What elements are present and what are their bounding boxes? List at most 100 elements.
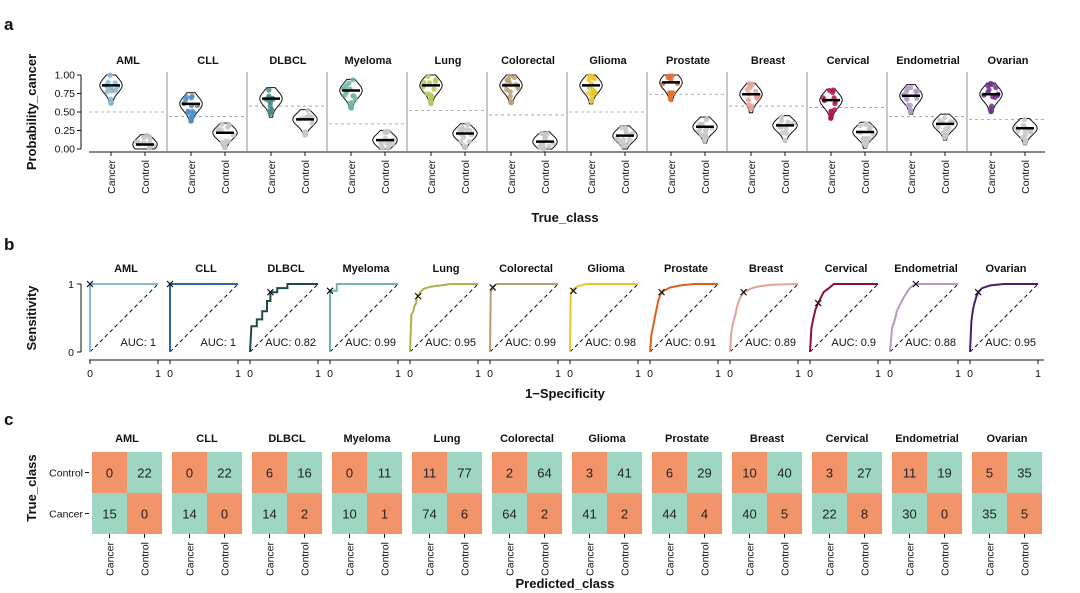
c-cell-value: 22: [217, 466, 231, 481]
c-cell: [172, 493, 207, 534]
b-threshold-marker: [489, 283, 497, 291]
a-x-tick-label: Control: [300, 160, 312, 194]
b-auc-label: AUC: 0.9: [831, 337, 876, 349]
b-threshold-marker: [974, 288, 982, 296]
a-control-violin-point: [225, 124, 231, 130]
c-cell-value: 35: [1017, 466, 1031, 481]
a-x-tick-label: Control: [780, 160, 792, 194]
b-threshold-marker: [166, 280, 174, 288]
b-x-tick-label: 0: [87, 368, 93, 380]
a-panel-colorectal: Colorectal Cancer Control: [486, 55, 565, 194]
c-y-tick-label: Control: [49, 468, 83, 480]
a-panel-cervical: Cervical Cancer Control: [806, 55, 885, 194]
b-x-tick-label: 0: [647, 368, 653, 380]
b-panel-breast: Breast AUC: 0.89 0 1: [727, 263, 801, 380]
a-cancer-violin-point: [112, 88, 118, 94]
c-cell-value: 11: [378, 466, 392, 481]
a-x-tick-label: Cancer: [586, 160, 598, 194]
a-x-tick-label: Control: [460, 160, 472, 194]
a-cancer-violin-point: [747, 84, 754, 90]
c-cell: [847, 493, 882, 534]
a-control-violin-point: [701, 138, 708, 144]
a-y-tick-label: 0.00: [55, 144, 76, 156]
c-x-tick-label: Control: [700, 542, 712, 576]
b-threshold-marker: [912, 280, 920, 288]
c-panel-colorectal: Colorectal 2 64 64 2 Cancer Control: [492, 433, 562, 576]
a-x-axis-label: True_class: [531, 210, 598, 225]
a-control-violin-point: [133, 139, 140, 145]
c-x-tick-label: Cancer: [505, 542, 517, 576]
c-cell: [127, 493, 162, 534]
b-x-tick-label: 1: [875, 368, 881, 380]
a-control-violin-point: [230, 132, 237, 138]
c-panel-title: Endometrial: [895, 433, 959, 445]
a-cancer-violin-point: [587, 73, 593, 79]
c-x-tick-label: Cancer: [425, 542, 437, 576]
a-y-tick-label: 0.25: [55, 125, 76, 137]
b-panel-title: Lung: [433, 263, 460, 275]
c-cell-value: 4: [701, 507, 708, 522]
c-cell-value: 41: [582, 507, 596, 522]
a-cancer-violin-point: [507, 93, 513, 99]
c-x-tick-label: Cancer: [745, 542, 757, 576]
c-cell: [287, 493, 322, 534]
c-cell: [207, 452, 242, 493]
a-control-violin-point: [779, 118, 785, 124]
a-control-violin-point: [943, 132, 949, 138]
b-panel-title: AML: [114, 263, 138, 275]
c-cell: [652, 493, 687, 534]
c-x-tick-label: Cancer: [185, 542, 197, 576]
c-x-tick-label: Control: [380, 542, 392, 576]
a-y-axis-label: Probability_cancer: [24, 54, 39, 170]
c-cell-value: 6: [666, 466, 673, 481]
b-roc-curve: [329, 283, 398, 352]
b-panel-title: Prostate: [664, 263, 708, 275]
c-panel-title: Glioma: [588, 433, 626, 445]
a-cancer-violin-point: [586, 90, 592, 96]
a-cancer-violin-point: [993, 85, 999, 91]
a-panel-title: Glioma: [589, 55, 627, 67]
b-x-tick-label: 1: [555, 368, 561, 380]
a-panel-myeloma: Myeloma Cancer Control: [326, 55, 405, 194]
b-auc-label: AUC: 0.99: [505, 337, 556, 349]
b-panel-title: Ovarian: [986, 263, 1027, 275]
c-cell-value: 10: [342, 507, 356, 522]
a-control-violin-point: [466, 138, 472, 144]
b-chance-diagonal: [729, 283, 799, 353]
a-control-violin-point: [1022, 136, 1028, 142]
b-panel-myeloma: Myeloma AUC: 0.99 0 1: [326, 263, 401, 380]
a-control-violin-point: [147, 136, 153, 143]
a-control-violin-point: [302, 131, 308, 137]
a-cancer-violin-point: [428, 97, 434, 103]
a-x-tick-label: Cancer: [906, 160, 918, 194]
b-panel-lung: Lung AUC: 0.95 0 1: [407, 263, 481, 380]
c-panel-title: Lung: [434, 433, 461, 445]
b-chance-diagonal: [809, 283, 879, 353]
a-cancer-violin-point: [189, 114, 195, 120]
c-cell-value: 8: [861, 507, 868, 522]
c-x-tick-label: Cancer: [665, 542, 677, 576]
c-panel-lung: Lung 11 77 74 6 Cancer Control: [412, 433, 482, 576]
b-x-tick-label: 0: [807, 368, 813, 380]
b-roc-curve: [809, 283, 878, 353]
a-control-violin-point: [779, 114, 785, 120]
b-panel-endometrial: Endometrial AUC: 0.88 0 1: [887, 263, 961, 380]
panel-letter-a: a: [4, 15, 14, 34]
b-y-tick-label: 0: [68, 347, 74, 359]
c-cell: [652, 452, 687, 493]
a-x-tick-label: Cancer: [186, 160, 198, 194]
a-control-violin-point: [305, 107, 311, 113]
a-control-violin-point: [942, 115, 948, 121]
b-panel-colorectal: Colorectal AUC: 0.99 0 1: [487, 263, 561, 380]
c-panel-title: Cervical: [826, 433, 869, 445]
b-chance-diagonal: [889, 283, 959, 353]
c-cell-value: 10: [742, 466, 756, 481]
b-panel-glioma: Glioma AUC: 0.98 0 1: [567, 263, 641, 380]
a-control-violin-point: [1015, 128, 1021, 134]
c-cell-value: 0: [141, 507, 148, 522]
c-cell: [367, 493, 402, 534]
b-y-axis-label: Sensitivity: [24, 285, 39, 351]
a-cancer-violin-point: [989, 103, 995, 109]
